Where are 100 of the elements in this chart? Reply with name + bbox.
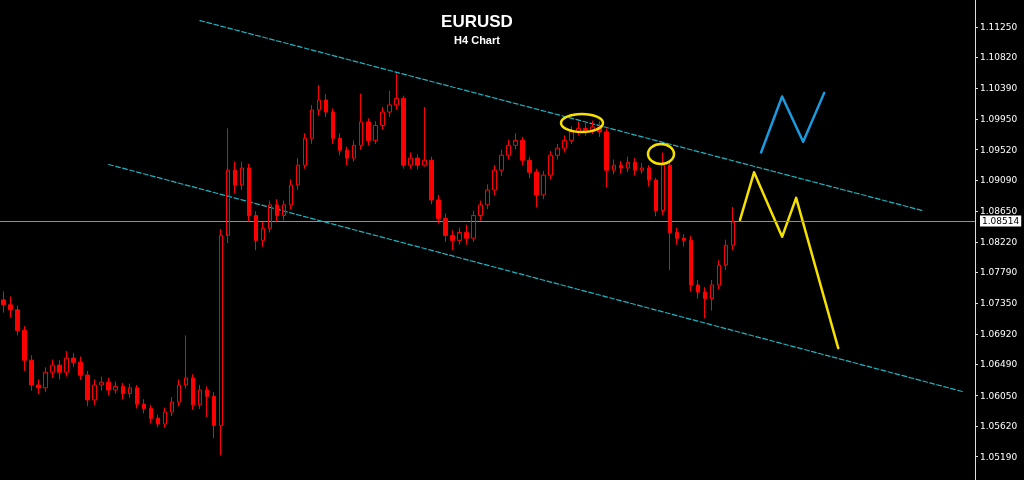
y-tick-label: 1.06050 [980,390,1018,401]
candlestick [15,305,20,336]
candlestick [443,212,448,243]
candlestick [240,161,244,191]
candlestick [506,139,511,161]
candlestick [422,106,427,168]
candlestick [205,385,209,418]
candlestick [626,156,630,173]
candlestick [219,228,223,456]
candlestick [43,366,48,393]
candlestick [576,120,581,136]
candlestick [471,210,476,243]
candlestick [583,122,588,136]
candlestick [254,210,258,251]
candlestick [359,93,363,151]
candlestick [401,95,406,170]
candlestick [450,229,455,251]
candlestick [135,384,139,409]
candlestick [408,151,413,170]
candlestick [198,384,202,410]
candlestick [478,200,483,221]
y-tick-label: 1.06490 [980,359,1018,370]
candlestick [212,391,216,439]
candlestick [590,120,595,135]
candlestick [619,160,623,175]
text: H4 Chart [454,33,501,46]
ref-line-label: 1.08514 [982,215,1020,226]
y-tick-label: 1.05190 [980,451,1018,462]
candlestick [113,380,118,394]
y-tick-label: 1.07790 [980,267,1018,278]
candlestick [612,159,616,175]
candlestick [654,177,658,217]
candlestick [387,90,392,118]
candlestick [485,183,490,210]
candlestick [247,163,251,223]
candlestick [668,161,672,271]
candlestick [731,206,735,251]
candlestick [296,157,300,191]
candlestick [338,132,342,156]
y-tick-label: 1.09520 [980,144,1018,155]
line-series [759,91,826,154]
candlestick [156,414,160,429]
candlestick [633,157,637,176]
candlestick [324,93,328,118]
y-tick-label: 1.07350 [980,298,1018,309]
candlestick [331,107,335,145]
candlestick [555,143,560,161]
candlestick [29,354,34,392]
candlestick [1,290,6,314]
candlestick [513,132,518,151]
candlestick [317,84,321,117]
candlestick [724,239,728,271]
candlestick [373,120,378,145]
candlestick [696,279,700,299]
candlestick [282,200,286,221]
y-tick-label: 1.10820 [980,52,1018,63]
candlestick [520,136,525,166]
candlestick [50,358,55,379]
candlestick [689,235,693,292]
y-tick-label: 1.05620 [980,421,1018,432]
y-tick-label: 1.09950 [980,114,1018,125]
candlestick [99,375,104,392]
candlestick [394,72,399,111]
candlestick [548,150,553,180]
y-tick-label: 1.11250 [980,21,1018,32]
candlestick [289,178,293,210]
candlestick [303,132,307,170]
candlestick [717,259,721,290]
candlestick [569,125,574,145]
y-tick-label: 1.10390 [980,82,1018,93]
candlestick [78,356,83,381]
candlestick [436,194,441,224]
candlestick [464,224,469,246]
y-tick-label: 1.09090 [980,175,1018,186]
candlestick [499,149,504,177]
line-series [738,171,840,350]
candlestick [534,168,539,208]
text: EURUSD [441,12,513,31]
candlestick [64,350,69,377]
candlestick [661,151,665,216]
candlestick [177,378,181,407]
candlestick [703,286,707,319]
candlestick [233,161,237,195]
candlestick [71,352,76,368]
y-tick-label: 1.06920 [980,328,1018,339]
candlestick [562,134,567,153]
candlestick [163,407,167,429]
candlestick [492,164,497,196]
candlestick [92,378,97,406]
candlestick [36,378,41,395]
candlestick [170,396,174,417]
candlestick [275,198,279,223]
candlestick [429,156,434,205]
candlestick [142,398,146,414]
candlestick [527,156,532,179]
candlestick [604,127,609,188]
candlestick [121,382,125,400]
candlestick [415,154,420,170]
candlestick [710,279,714,312]
candlestick [149,404,153,424]
